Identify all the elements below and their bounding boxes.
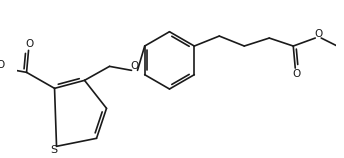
Text: O: O [25,39,34,49]
Text: S: S [50,145,57,155]
Text: O: O [292,69,300,79]
Text: O: O [130,61,139,71]
Text: O: O [314,29,322,39]
Text: O: O [0,60,5,70]
